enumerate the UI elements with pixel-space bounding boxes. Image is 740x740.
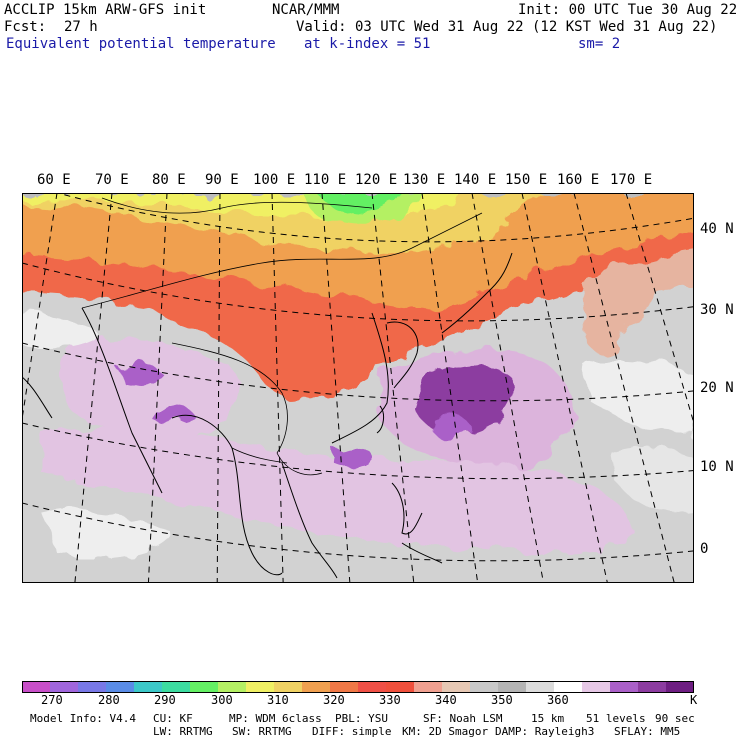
theta-e-map — [22, 193, 694, 583]
footer-model-info: Model Info: V4.4 — [30, 712, 136, 725]
colorbar-swatch — [302, 681, 331, 693]
colorbar-swatch — [190, 681, 219, 693]
colorbar-swatch — [106, 681, 135, 693]
lon-label-160e: 160 E — [557, 172, 600, 188]
footer-pbl: PBL: YSU — [335, 712, 388, 725]
colorbar-label-360: 360 — [547, 693, 569, 707]
colorbar-swatch — [442, 681, 471, 693]
footer-diff: DIFF: simple — [312, 725, 392, 738]
political-borders — [81, 197, 483, 476]
init-time: Init: 00 UTC Tue 30 Aug 22 — [518, 2, 738, 18]
colorbar-swatch — [554, 681, 583, 693]
colorbar-swatch — [22, 681, 51, 693]
footer-damp: DAMP: Rayleigh3 — [495, 725, 595, 738]
footer-resolution: 15 km — [531, 712, 565, 725]
colorbar-label-310: 310 — [267, 693, 289, 707]
colorbar-swatch — [358, 681, 387, 693]
forecast-hours: 27 h — [64, 19, 98, 35]
colorbar-swatch — [638, 681, 667, 693]
colorbar-label-330: 330 — [379, 693, 401, 707]
lat-label-20n: 20 N — [700, 380, 734, 396]
valid-time: Valid: 03 UTC Wed 31 Aug 22 (12 KST Wed … — [296, 19, 718, 35]
colorbar-label-350: 350 — [491, 693, 513, 707]
lon-label-170e: 170 E — [610, 172, 653, 188]
colorbar-swatch — [582, 681, 611, 693]
smoothing-label: sm= 2 — [578, 36, 621, 52]
footer-km: KM: 2D Smagor — [402, 725, 489, 738]
colorbar-swatch — [386, 681, 415, 693]
lon-label-100e: 100 E — [253, 172, 296, 188]
colorbar-label-340: 340 — [435, 693, 457, 707]
colorbar-label-320: 320 — [323, 693, 345, 707]
lat-label-10n: 10 N — [700, 459, 734, 475]
graticule — [22, 193, 694, 583]
colorbar-frame — [22, 681, 694, 693]
colorbar — [22, 681, 694, 693]
colorbar-swatch — [414, 681, 443, 693]
footer-lw: LW: RRTMG — [153, 725, 213, 738]
colorbar-swatch — [246, 681, 275, 693]
lon-label-120e: 120 E — [355, 172, 398, 188]
colorbar-swatch — [162, 681, 191, 693]
colorbar-swatch — [526, 681, 555, 693]
colorbar-swatch — [666, 681, 694, 693]
footer-sf: SF: Noah LSM — [423, 712, 503, 725]
footer-levels: 51 levels — [586, 712, 646, 725]
lon-label-130e: 130 E — [403, 172, 446, 188]
lat-label-40n: 40 N — [700, 221, 734, 237]
footer-sw: SW: RRTMG — [232, 725, 292, 738]
lon-label-110e: 110 E — [304, 172, 347, 188]
colorbar-label-270: 270 — [41, 693, 63, 707]
organization-label: NCAR/MMM — [272, 2, 340, 18]
field-name: Equivalent potential temperature — [6, 36, 276, 52]
colorbar-label-290: 290 — [154, 693, 176, 707]
colorbar-swatch — [498, 681, 527, 693]
colorbar-swatch — [50, 681, 79, 693]
footer-timestep: 90 sec — [655, 712, 695, 725]
lat-label-30n: 30 N — [700, 302, 734, 318]
lon-label-70e: 70 E — [95, 172, 129, 188]
forecast-label: Fcst: — [4, 19, 47, 35]
colorbar-swatch — [330, 681, 359, 693]
model-title: ACCLIP 15km ARW-GFS init — [4, 2, 207, 18]
footer-sflay: SFLAY: MM5 — [614, 725, 681, 738]
colorbar-swatch — [470, 681, 499, 693]
lon-label-90e: 90 E — [205, 172, 239, 188]
coastlines — [22, 252, 513, 579]
lat-label-0: 0 — [700, 541, 709, 557]
lon-label-80e: 80 E — [152, 172, 186, 188]
footer-cu: CU: KF — [153, 712, 193, 725]
colorbar-swatch — [610, 681, 639, 693]
footer-mp: MP: WDM 6class — [229, 712, 322, 725]
colorbar-unit: K — [690, 693, 698, 707]
lon-label-150e: 150 E — [505, 172, 548, 188]
colorbar-swatch — [218, 681, 247, 693]
lon-label-60e: 60 E — [37, 172, 71, 188]
map-frame — [22, 193, 694, 583]
lon-label-140e: 140 E — [454, 172, 497, 188]
colorbar-label-300: 300 — [211, 693, 233, 707]
colorbar-label-280: 280 — [98, 693, 120, 707]
colorbar-swatch — [134, 681, 163, 693]
theta-e-shading — [22, 193, 694, 560]
colorbar-swatch — [274, 681, 303, 693]
colorbar-swatch — [78, 681, 107, 693]
level-label: at k-index = 51 — [304, 36, 431, 52]
